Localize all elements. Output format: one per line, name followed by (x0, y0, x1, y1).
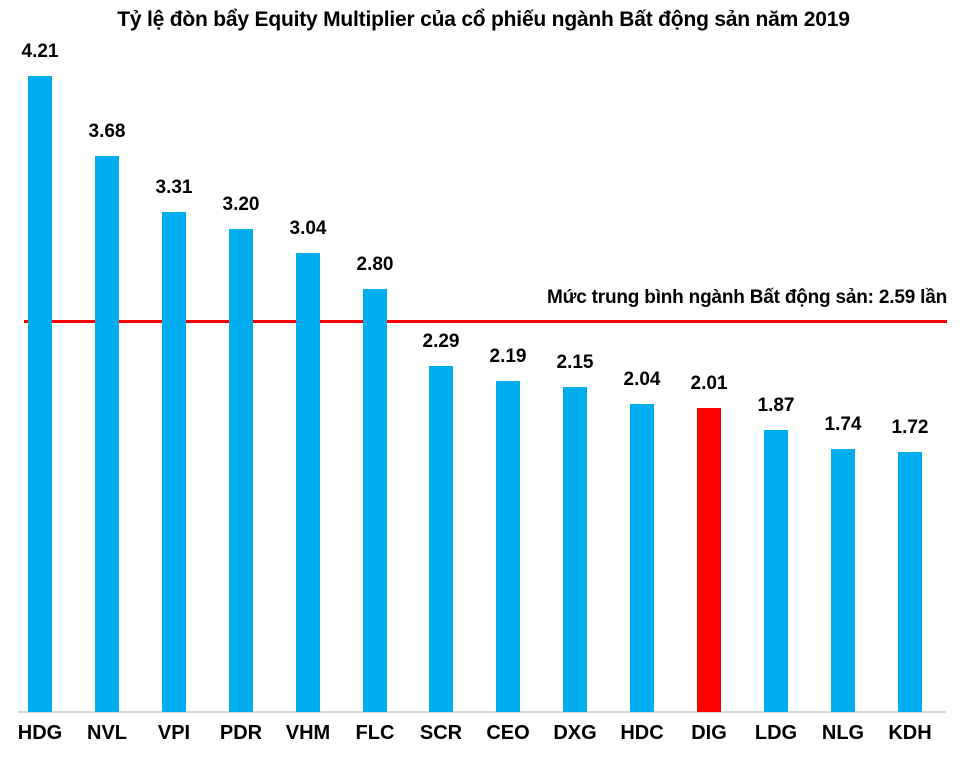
value-label: 3.31 (155, 177, 193, 198)
category-label: NLG (821, 722, 865, 744)
value-label: 2.15 (556, 352, 594, 373)
value-label: 1.72 (891, 417, 929, 438)
x-axis-line (18, 711, 946, 713)
bar (28, 76, 52, 712)
value-label: 2.04 (623, 369, 661, 390)
category-label: SCR (419, 722, 463, 744)
bar (831, 449, 855, 712)
average-line (24, 320, 947, 323)
category-label: FLC (355, 722, 395, 744)
value-label: 4.21 (21, 41, 59, 62)
value-label: 2.01 (690, 373, 728, 394)
category-label: VHM (285, 722, 331, 744)
category-label: CEO (486, 722, 530, 744)
bar (898, 452, 922, 712)
bar-highlighted (697, 408, 721, 712)
value-label: 2.80 (356, 254, 394, 275)
bar (429, 366, 453, 712)
bar (764, 430, 788, 712)
category-label: HDC (620, 722, 664, 744)
average-line-label: Mức trung bình ngành Bất động sản: 2.59 … (547, 287, 947, 308)
value-label: 2.29 (422, 331, 460, 352)
bar (630, 404, 654, 712)
chart-title: Tỷ lệ đòn bẩy Equity Multiplier của cổ p… (117, 8, 850, 31)
value-label: 3.68 (88, 121, 126, 142)
category-label: DIG (691, 722, 727, 744)
bar (229, 229, 253, 712)
category-label: VPI (157, 722, 191, 744)
category-label: LDG (754, 722, 798, 744)
value-label: 3.04 (289, 218, 327, 239)
category-label: DXG (553, 722, 597, 744)
value-label: 2.19 (489, 346, 527, 367)
bar (95, 156, 119, 712)
category-label: PDR (219, 722, 263, 744)
category-label: HDG (17, 722, 63, 744)
bar (496, 381, 520, 712)
bar (363, 289, 387, 712)
bar (296, 253, 320, 712)
bar (563, 387, 587, 712)
category-label: NVL (87, 722, 127, 744)
category-label: KDH (888, 722, 932, 744)
bar (162, 212, 186, 712)
value-label: 3.20 (222, 194, 260, 215)
value-label: 1.87 (757, 395, 795, 416)
value-label: 1.74 (824, 414, 862, 435)
